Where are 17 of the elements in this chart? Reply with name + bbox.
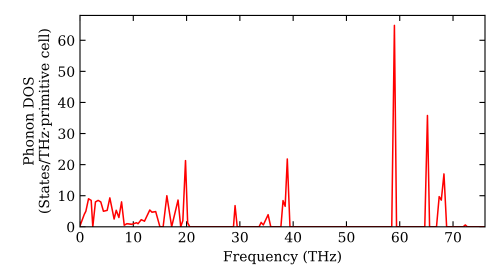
- x-tick-label: 70: [445, 232, 461, 242]
- y-axis-title: Phonon DOS (States/THz·primitive cell): [22, 29, 52, 213]
- x-tick-label: 20: [178, 232, 194, 242]
- x-tick-label: 30: [232, 232, 248, 242]
- x-tick-label: 40: [284, 232, 302, 242]
- y-tick-label: 30: [58, 128, 74, 140]
- y-tick-label: 40: [58, 97, 74, 108]
- x-tick-label: 60: [392, 232, 408, 242]
- y-tick-label: 50: [58, 66, 74, 77]
- y-tick-label: 20: [58, 160, 74, 170]
- y-tick-label: 10: [59, 190, 74, 202]
- x-tick-label: 10: [126, 232, 142, 242]
- x-tick-label: 0: [76, 232, 84, 242]
- y-tick-label: 60: [58, 35, 74, 46]
- x-axis-title: Frequency (THz): [224, 250, 341, 264]
- x-tick-label: 50: [338, 232, 354, 242]
- y-tick-label: 0: [67, 222, 74, 232]
